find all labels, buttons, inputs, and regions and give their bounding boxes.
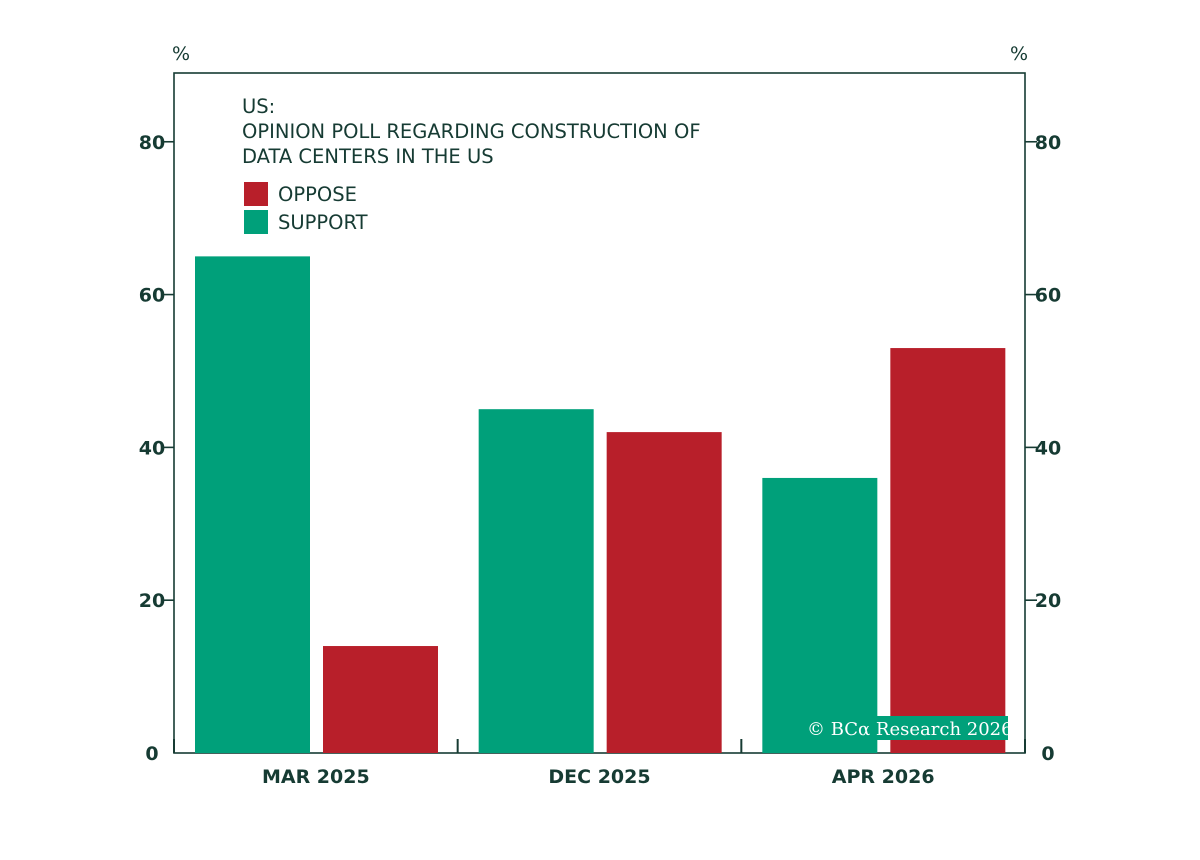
- axis-layer: MAR 2025 DEC 2025 APR 2026 0 0 20 20 40 40 60 60 80…: [139, 132, 1061, 788]
- right-y-tick-label: 40: [1035, 437, 1061, 459]
- x-tick-label: DEC 2025: [548, 766, 650, 788]
- bar-oppose-apr-2026: [890, 348, 1006, 753]
- legend-swatch-support: [244, 210, 268, 234]
- credit-background: [803, 716, 1008, 740]
- bar-support-dec-2025: [478, 409, 594, 753]
- chart-title-line-3: DATA CENTERS IN THE US: [242, 145, 494, 168]
- left-y-tick-label: 80: [139, 132, 165, 154]
- bar-support-apr-2026: [762, 477, 878, 753]
- plot-frame: [173, 72, 1026, 754]
- bar-support-mar-2025: [195, 256, 310, 753]
- legend-label-support: SUPPORT: [278, 211, 368, 234]
- legend-label-oppose: OPPOSE: [278, 183, 357, 206]
- bar-oppose-mar-2025: [323, 646, 438, 753]
- legend-swatch-oppose: [244, 182, 268, 206]
- bar-oppose-dec-2025: [606, 432, 722, 753]
- right-axis-unit: %: [1010, 43, 1028, 65]
- left-y-tick-label: 0: [145, 743, 158, 765]
- right-y-tick-label: 20: [1035, 590, 1061, 612]
- left-y-tick-label: 20: [139, 590, 165, 612]
- x-tick-label: MAR 2025: [262, 766, 370, 788]
- credit-text: © BCα Research 2026: [807, 719, 1013, 740]
- left-axis-unit: %: [172, 43, 190, 65]
- right-y-tick-label: 0: [1041, 743, 1054, 765]
- chart-title-line-2: OPINION POLL REGARDING CONSTRUCTION OF: [242, 120, 701, 143]
- left-y-tick-label: 40: [139, 437, 165, 459]
- x-tick-label: APR 2026: [832, 766, 935, 788]
- left-y-tick-label: 60: [139, 285, 165, 307]
- right-y-tick-label: 80: [1035, 132, 1061, 154]
- chart-title-line-1: US:: [242, 95, 275, 118]
- right-y-tick-label: 60: [1035, 285, 1061, 307]
- bars-layer: [195, 256, 1006, 753]
